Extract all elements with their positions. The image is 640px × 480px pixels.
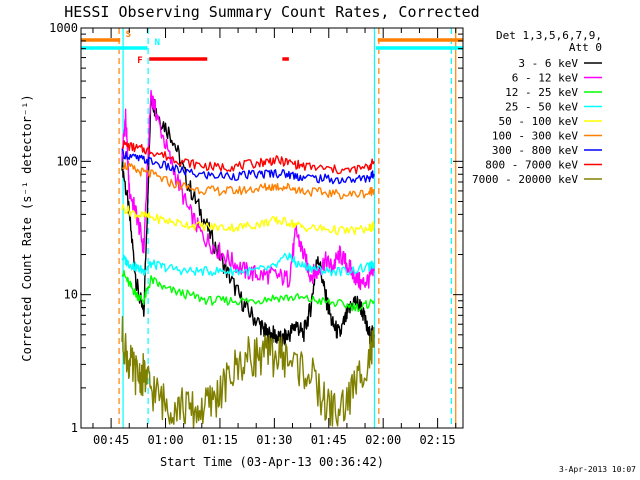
legend-header-0: Det 1,3,5,6,7,9, [496, 29, 602, 42]
x-tick-label-0130: 01:30 [256, 433, 292, 447]
legend-label-2: 12 - 25 keV [505, 86, 578, 99]
series-line-4 [121, 204, 375, 236]
legend-label-7: 800 - 7000 keV [485, 159, 578, 172]
series-line-3 [121, 252, 375, 277]
x-tick-label-0145: 01:45 [311, 433, 347, 447]
legend-label-0: 3 - 6 keV [518, 57, 578, 70]
legend-label-1: 6 - 12 keV [512, 72, 579, 85]
x-tick-label-0200: 02:00 [365, 433, 401, 447]
axes: 1 10 100 1000 00:45 01:00 01:15 01:30 01:45 02:00… [49, 21, 464, 447]
y-tick-label-1000: 1000 [49, 21, 78, 35]
x-axis-title: Start Time (03-Apr-13 00:36:42) [160, 455, 384, 469]
series-line-5 [121, 162, 375, 200]
timestamp: 3-Apr-2013 10:07 [559, 465, 636, 474]
legend-label-3: 25 - 50 keV [505, 101, 578, 114]
y-tick-label-100: 100 [56, 154, 78, 168]
legend: Det 1,3,5,6,7,9,Att 0 3 - 6 keV 6 - 12 keV… [472, 29, 602, 186]
series-line-7 [121, 140, 375, 175]
flag-label-F: F [137, 56, 142, 66]
series-line-8 [121, 316, 375, 429]
y-axis-title: Corrected Count Rate (s⁻¹ detector⁻¹) [20, 94, 34, 361]
series-line-6 [121, 148, 375, 185]
x-tick-label-0215: 02:15 [420, 433, 456, 447]
y-tick-label-10: 10 [64, 288, 78, 302]
chart-title: HESSI Observing Summary Count Rates, Cor… [64, 3, 479, 21]
y-tick-label-1: 1 [71, 421, 78, 435]
x-tick-label-0100: 01:00 [147, 433, 183, 447]
plot-area: S N F [81, 28, 463, 429]
x-tick-label-0115: 01:15 [202, 433, 238, 447]
flag-label-N: N [155, 38, 160, 48]
legend-header-1: Att 0 [569, 41, 602, 54]
series-line-2 [121, 270, 375, 313]
legend-label-5: 100 - 300 keV [492, 130, 578, 143]
plot-frame [80, 27, 464, 429]
legend-label-8: 7000 - 20000 keV [472, 173, 578, 186]
x-tick-label-0045: 00:45 [93, 433, 129, 447]
legend-label-4: 50 - 100 keV [499, 115, 579, 128]
legend-label-6: 300 - 800 keV [492, 144, 578, 157]
flag-label-S: S [126, 30, 131, 40]
